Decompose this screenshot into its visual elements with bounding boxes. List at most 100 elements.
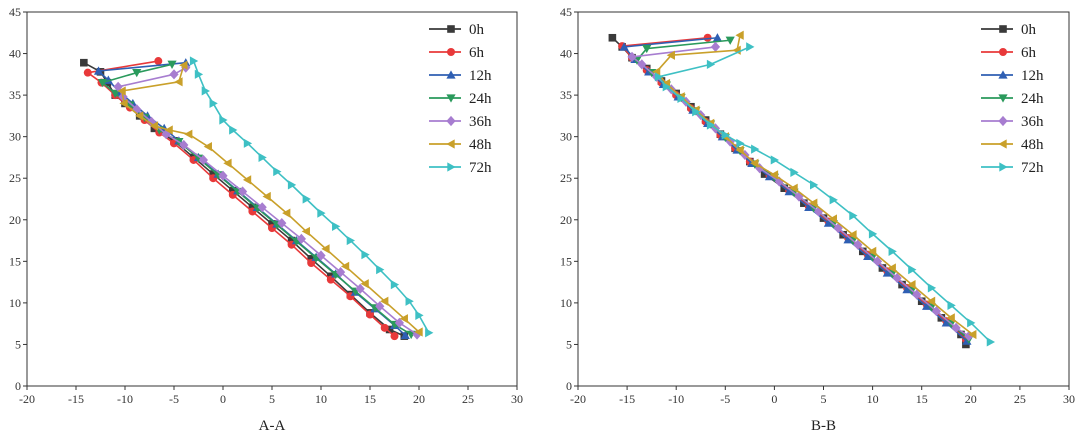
chart-b-b-x-tick-label: 0 [771, 392, 777, 406]
chart-b-b-point-72h [790, 167, 799, 178]
chart-a-a-series-36h-line [117, 66, 418, 336]
chart-a-a-point-0h [287, 236, 296, 245]
chart-b-b-legend-marker-0h [999, 25, 1007, 33]
chart-b-b-point-72h [751, 144, 760, 154]
chart-a-a-y-tick-label: 35 [9, 88, 21, 102]
chart-a-a-point-24h [193, 154, 204, 163]
chart-a-a-point-72h [390, 280, 400, 290]
chart-a-a-x-tick-label: 0 [220, 392, 226, 406]
chart-a-a-y-tick-label: 5 [15, 337, 21, 351]
chart-b-b-legend-label-12h: 12h [1021, 68, 1044, 84]
chart-b-b-legend-marker-6h [999, 48, 1007, 56]
chart-a-a-point-36h [277, 218, 287, 229]
chart-a-a-point-48h [203, 142, 212, 152]
chart-a-a-point-48h [340, 261, 350, 271]
chart-a-a-x-tick-label: -10 [117, 392, 133, 406]
chart-a-a-x-tick-label: -20 [19, 392, 35, 406]
chart-b-b-y-tick-label: 15 [560, 254, 572, 268]
chart-b-b-point-36h [912, 289, 922, 300]
chart-a-a-point-6h [326, 275, 335, 284]
chart-b-b-series-72h [654, 42, 996, 347]
chart-a-a-point-48h [119, 98, 128, 109]
chart-b-b-x-tick-label: 5 [821, 392, 827, 406]
chart-b-b-point-12h [882, 268, 892, 277]
chart-b-b-point-12h [902, 284, 912, 294]
chart-b-b-point-0h [760, 170, 769, 178]
chart-b-b-point-72h [810, 180, 819, 190]
chart-b-b-legend-label-36h: 36h [1021, 114, 1044, 130]
chart-a-a-point-48h [301, 226, 310, 237]
chart-b-b-point-36h [666, 84, 676, 95]
chart-b-b-point-36h [637, 59, 647, 70]
chart-b-b-legend-label-48h: 48h [1021, 137, 1044, 153]
chart-a-a-point-72h [361, 250, 370, 260]
chart-a-a-x-tick-label: 30 [511, 392, 523, 406]
chart-a-a-point-36h [113, 81, 123, 92]
chart-a-a-point-72h [376, 265, 385, 275]
chart-a-a-point-6h [189, 155, 198, 164]
chart-a-a-point-36h [355, 283, 365, 294]
chart-b-b-point-0h [608, 33, 617, 42]
chart-a-a-x-tick-label: 15 [364, 392, 376, 406]
chart-a-a-point-24h [110, 89, 120, 99]
chart-b-b-legend-label-6h: 6h [1021, 45, 1037, 61]
chart-b-b-point-72h [706, 120, 716, 130]
chart-a-a-point-72h [415, 310, 424, 320]
chart-a-a-point-48h [174, 77, 183, 87]
chart-b-b-series-36h [627, 41, 974, 342]
chart-a-a-x-tick-label: 20 [413, 392, 425, 406]
chart-b-b-point-36h [964, 331, 974, 342]
chart-a-a-point-72h [229, 125, 238, 135]
chart-a-a-point-72h [189, 56, 199, 66]
chart-b-b-y-tick-label: 45 [560, 5, 572, 19]
chart-a-a-point-48h [117, 86, 126, 96]
chart-a-a-point-24h [97, 78, 108, 88]
chart-b-b-point-72h [706, 59, 716, 69]
chart-a-a-y-tick-label: 30 [9, 130, 21, 144]
chart-a-a-point-24h [132, 68, 142, 78]
chart-b-b-point-6h [703, 33, 712, 42]
chart-b-b-point-24h [725, 36, 735, 45]
chart-b-b-point-36h [872, 256, 883, 267]
chart-b-b-point-36h [931, 306, 942, 317]
chart-a-a-legend-label-6h: 6h [469, 45, 485, 61]
chart-b-b-point-72h [654, 72, 664, 82]
chart-a-a-point-36h [169, 69, 179, 80]
chart-b-b-point-36h [627, 51, 637, 62]
chart-b-b-x-tick-label: 30 [1063, 392, 1075, 406]
chart-a-a-series-24h [97, 60, 416, 340]
chart-a-a-point-36h [296, 233, 306, 244]
chart-b-b-legend-label-24h: 24h [1021, 91, 1044, 107]
chart-a-a-point-48h [184, 129, 193, 139]
chart-b-b-point-72h [868, 229, 878, 239]
chart-b-b-point-48h [769, 170, 779, 180]
chart-a-a-point-48h [282, 208, 291, 218]
chart-b-b-point-48h [809, 198, 818, 208]
chart-b-b-point-12h [619, 42, 629, 51]
chart-a-a-point-72h [302, 194, 311, 204]
chart-a-a-point-48h [242, 175, 252, 185]
chart-a-a-point-36h [412, 329, 422, 340]
chart-b-b-point-48h [789, 183, 798, 193]
chart-a-a-legend-marker-72h [447, 162, 456, 172]
chart-a-a-point-48h [360, 279, 369, 289]
chart-a-a-point-36h [218, 170, 228, 181]
chart-b-b-point-72h [986, 337, 996, 347]
chart-b-b-legend-marker-12h [998, 70, 1008, 79]
chart-b-b-x-tick-label: -15 [619, 392, 635, 406]
chart-b-b-legend-marker-24h [998, 94, 1008, 103]
chart-a-a-point-48h [262, 191, 271, 202]
chart-b-b-point-36h [951, 322, 961, 333]
chart-a-a-point-48h [399, 314, 408, 324]
chart-a-a-point-0h [209, 170, 217, 178]
chart-a-a-point-36h [257, 202, 267, 213]
chart-a-a-point-36h [198, 154, 208, 166]
chart-b-b-frame [577, 11, 1070, 387]
chart-b-b-point-48h [868, 246, 877, 256]
chart-b-b-y-tick-label: 10 [560, 296, 572, 310]
chart-a-a-point-36h [375, 301, 385, 312]
chart-b-b-point-72h [677, 93, 686, 104]
chart-a-a-legend-marker-36h [446, 115, 456, 127]
chart-b-b-point-12h [764, 171, 775, 181]
chart-a-a-point-72h [194, 69, 204, 79]
